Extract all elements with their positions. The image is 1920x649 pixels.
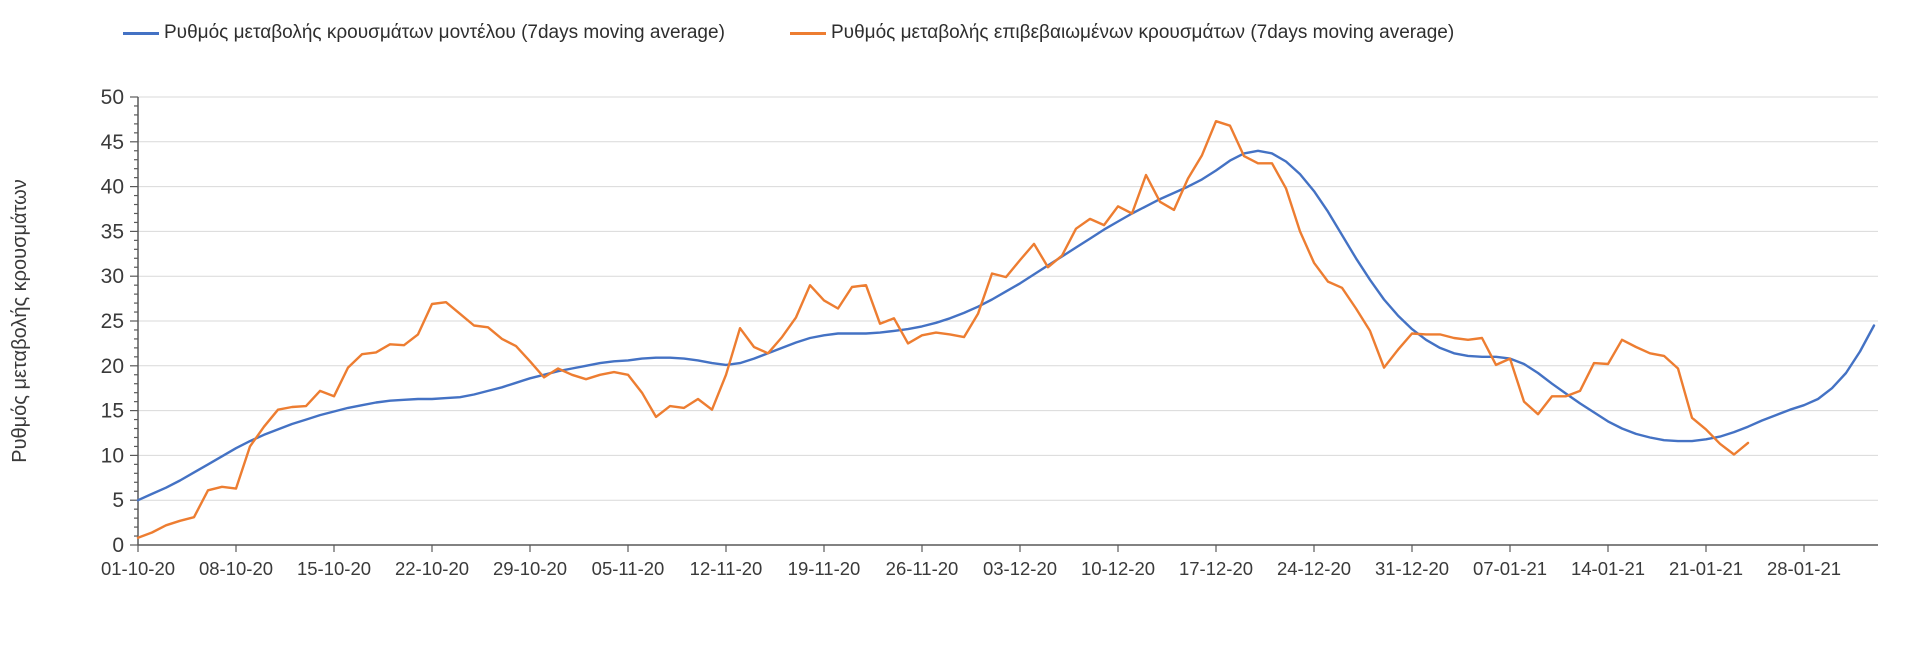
confirmed-series-line [136,119,1750,539]
x-tick-label: 12-11-20 [690,558,763,579]
x-tick-label: 14-01-21 [1571,558,1645,579]
y-tick-label: 15 [101,400,124,423]
legend-item-model: Ρυθμός μεταβολής κρουσμάτων μοντέλου (7d… [123,22,725,44]
x-tick-label: 10-12-20 [1081,558,1155,579]
x-tick-label: 07-01-21 [1473,558,1547,579]
model-series-swatch [123,31,159,35]
legend-item-confirmed: Ρυθμός μεταβολής επιβεβαιωμένων κρουσμάτ… [790,22,1454,44]
chart-legend: Ρυθμός μεταβολής κρουσμάτων μοντέλου (7d… [0,22,1920,50]
y-tick-label: 25 [101,310,124,333]
gridlines [138,96,1878,501]
model-series-line [136,149,1876,502]
y-tick-label: 40 [101,176,124,199]
y-tick-label: 30 [101,265,124,288]
x-tick-label: 29-10-20 [493,558,567,579]
y-tick-label: 10 [101,444,124,467]
x-tick-label: 26-11-20 [886,558,959,579]
y-axis-title: Ρυθμός μεταβολής κρουσμάτων [9,179,31,463]
y-tick-label: 35 [101,220,124,243]
axes [130,96,1878,552]
legend-label-model: Ρυθμός μεταβολής κρουσμάτων μοντέλου (7d… [164,22,725,43]
x-tick-label: 17-12-20 [1179,558,1253,579]
legend-label-confirmed: Ρυθμός μεταβολής επιβεβαιωμένων κρουσμάτ… [831,22,1455,43]
x-tick-label: 21-01-21 [1669,558,1743,579]
x-tick-label: 05-11-20 [592,558,665,579]
confirmed-series-swatch [790,31,826,35]
x-tick-label: 31-12-20 [1375,558,1449,579]
x-tick-label: 22-10-20 [395,558,469,579]
axis-labels: 0 5 10 15 20 25 30 35 40 45 50 01-10-20 08-10-20 15-1… [101,86,1841,579]
y-tick-label: 50 [101,86,124,109]
y-tick-label: 5 [112,489,124,512]
x-tick-label: 01-10-20 [101,558,175,579]
x-tick-label: 24-12-20 [1277,558,1351,579]
series-lines [136,119,1876,539]
y-tick-label: 45 [101,131,124,154]
x-tick-label: 08-10-20 [199,558,273,579]
y-tick-label: 20 [101,355,124,378]
x-tick-label: 19-11-20 [788,558,861,579]
y-tick-label: 0 [112,534,124,557]
x-tick-label: 28-01-21 [1767,558,1841,579]
x-tick-label: 03-12-20 [983,558,1057,579]
x-tick-label: 15-10-20 [297,558,371,579]
